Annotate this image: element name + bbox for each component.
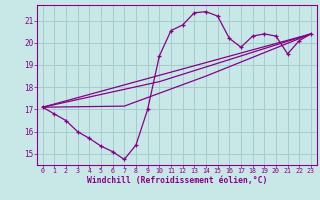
- X-axis label: Windchill (Refroidissement éolien,°C): Windchill (Refroidissement éolien,°C): [87, 176, 267, 185]
